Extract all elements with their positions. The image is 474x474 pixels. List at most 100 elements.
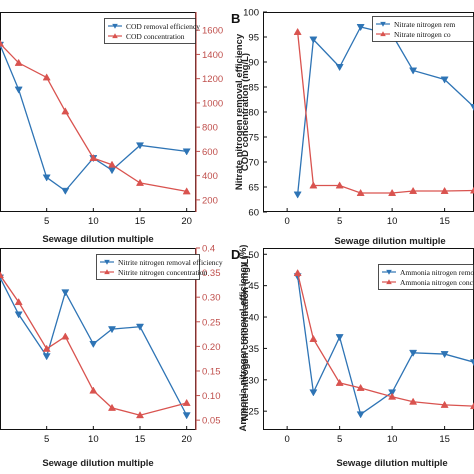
data-point: [107, 160, 117, 168]
y-tick-label: 80: [248, 108, 259, 119]
data-point: [42, 73, 51, 81]
y-tick-label: 30: [248, 375, 259, 386]
data-point: [89, 340, 98, 349]
data-point: [469, 359, 474, 367]
legend-marker: [386, 279, 392, 285]
data-point: [293, 191, 302, 199]
y-tick-label: 200: [202, 195, 218, 206]
data-point: [61, 289, 70, 297]
data-point: [469, 104, 474, 112]
y-tick-label: 90: [248, 58, 259, 69]
y-tick-label: 65: [248, 183, 259, 194]
legend-label: COD removal efficiency: [126, 22, 200, 31]
x-axis-title: Sewage dilution multiple: [336, 458, 447, 469]
x-tick-label: 0: [284, 434, 289, 445]
data-point: [182, 398, 191, 406]
y-tick-label: 1200: [202, 74, 223, 85]
legend-marker: [386, 269, 392, 275]
data-point: [309, 181, 318, 189]
y-tick-label: 75: [248, 133, 259, 144]
panel-a-cod: 5 10 15 20 200 400 600 800 1000 1200 1400 1600 Sewag…: [0, 12, 251, 245]
y-tick-label: 35: [248, 344, 259, 355]
y-tick-label: 0.20: [202, 342, 221, 353]
x-tick-label: 5: [337, 434, 342, 445]
legend-marker: [104, 259, 110, 265]
x-axis-title: Sewage dilution multiple: [42, 234, 153, 245]
data-point: [14, 311, 23, 319]
y-tick-label: 85: [248, 83, 259, 94]
panel-letter: D: [231, 247, 240, 262]
x-tick-label: 10: [387, 434, 398, 445]
x-tick-label: 15: [135, 216, 146, 227]
data-point: [293, 27, 302, 35]
panel-b-nitrate: 0 5 10 15 60 65 70 75 80 85 90 95 100 Sewage dilution…: [231, 8, 474, 247]
plot-frame: [263, 12, 474, 212]
data-point: [42, 174, 51, 182]
y-tick-label: 40: [248, 313, 259, 324]
legend-marker: [112, 23, 118, 29]
x-tick-label: 15: [439, 216, 450, 227]
panel-c-nitrite: 5 10 15 20 0.05 0.10 0.15 0.20 0.25 0.30 0.35 0.4 Se…: [0, 244, 251, 469]
x-tick-label: 10: [387, 216, 398, 227]
data-point: [469, 402, 474, 410]
y-tick-label: 0.35: [202, 268, 221, 279]
y-axis-title: COD concentration (mg/L): [240, 53, 251, 171]
legend-marker: [112, 33, 118, 39]
data-point: [107, 167, 117, 175]
data-point: [61, 187, 70, 195]
y-tick-label: 1000: [202, 98, 223, 109]
y-tick-label: 400: [202, 171, 218, 182]
x-tick-label: 0: [284, 216, 289, 227]
y-tick-label: 0.15: [202, 366, 221, 377]
y-tick-label: 60: [248, 208, 259, 219]
data-point: [135, 142, 145, 150]
y-tick-label: 100: [243, 8, 259, 19]
x-tick-label: 5: [44, 434, 49, 445]
series-line: [0, 43, 187, 193]
data-point: [356, 188, 365, 196]
series-line: [0, 274, 187, 416]
panel-d-ammonia: 0 5 10 15 25 30 35 40 45 50 Sewage dilution multip…: [231, 245, 474, 469]
data-point: [89, 386, 98, 394]
data-point: [409, 397, 418, 405]
y-tick-label: 0.10: [202, 391, 221, 402]
data-point: [293, 268, 302, 277]
y-tick-label: 0.30: [202, 293, 221, 304]
series-layer: [0, 39, 191, 195]
y-tick-label: 0.4: [202, 244, 215, 255]
data-point: [440, 76, 449, 84]
legend-marker: [380, 21, 386, 27]
legend-label: Nitrite nitrogen removal efficiency: [118, 258, 223, 267]
data-point: [309, 389, 318, 397]
x-tick-label: 20: [181, 434, 192, 445]
data-point: [388, 392, 397, 400]
data-point: [135, 323, 145, 331]
data-point: [107, 403, 117, 411]
legend-label: Nitrate nitrogen rem: [394, 20, 455, 29]
data-point: [409, 186, 418, 194]
legend-box: [96, 254, 200, 280]
data-point: [14, 58, 23, 66]
y-tick-label: 800: [202, 123, 218, 134]
data-point: [335, 64, 344, 72]
data-point: [0, 39, 5, 47]
data-point: [42, 344, 51, 352]
data-point: [309, 36, 318, 44]
data-point: [61, 332, 70, 340]
data-point: [440, 400, 449, 408]
series-line: [296, 26, 474, 195]
data-point: [335, 181, 344, 189]
x-tick-label: 15: [439, 434, 450, 445]
series-layer: [293, 24, 474, 199]
x-tick-label: 5: [44, 216, 49, 227]
series-line: [296, 276, 474, 416]
series-line: [297, 272, 474, 407]
data-point: [356, 411, 365, 419]
legend-label: Nitrite nitrogen concentration: [118, 268, 207, 277]
data-point: [469, 186, 474, 194]
data-point: [107, 326, 117, 334]
legend-marker: [104, 269, 110, 275]
legend-label: Ammonia nitrogen conc: [400, 278, 474, 287]
data-point: [182, 148, 191, 156]
